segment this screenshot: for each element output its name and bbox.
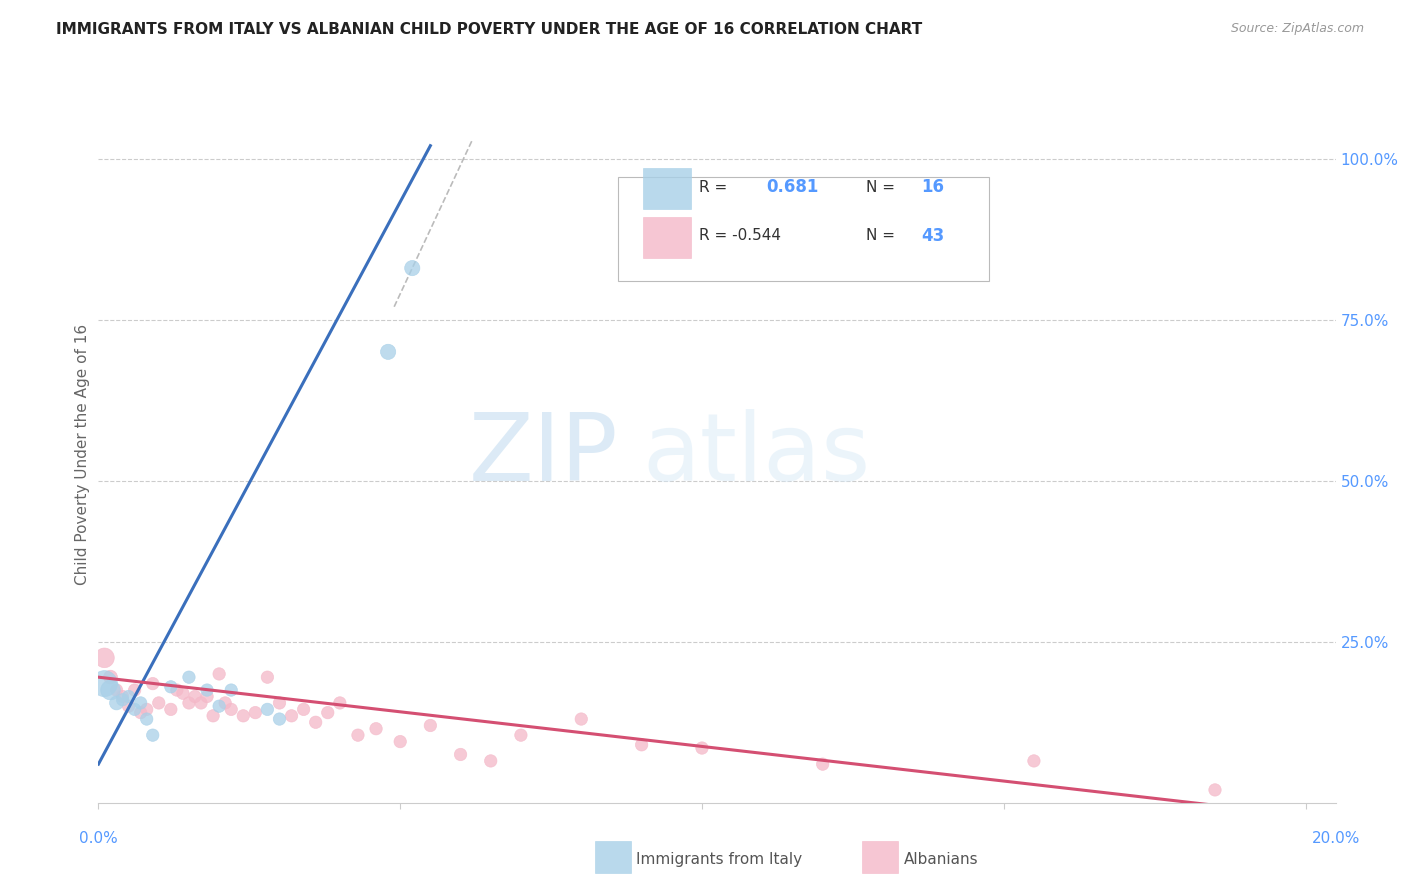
Point — [292, 702, 315, 716]
Point — [450, 747, 472, 762]
Point — [219, 702, 242, 716]
Point — [269, 696, 291, 710]
Point — [419, 718, 441, 732]
Point — [280, 708, 302, 723]
Point — [269, 712, 291, 726]
Text: R =: R = — [699, 179, 727, 194]
Text: N =: N = — [866, 179, 894, 194]
Point — [148, 696, 170, 710]
Text: Albanians: Albanians — [904, 853, 979, 867]
Point — [690, 741, 713, 756]
Point — [214, 696, 236, 710]
Point — [135, 712, 157, 726]
Point — [305, 715, 328, 730]
Point — [111, 690, 134, 704]
Point — [245, 706, 267, 720]
Point — [195, 683, 218, 698]
Point — [1204, 783, 1226, 797]
Point — [177, 696, 200, 710]
Point — [479, 754, 502, 768]
Point — [160, 680, 183, 694]
Point — [160, 702, 183, 716]
FancyBboxPatch shape — [643, 217, 692, 258]
Point — [1022, 754, 1045, 768]
Point — [202, 708, 225, 723]
Point — [166, 683, 188, 698]
Point — [124, 683, 146, 698]
Point — [195, 690, 218, 704]
Point — [111, 692, 134, 706]
Point — [172, 686, 194, 700]
Point — [105, 683, 128, 698]
Point — [142, 676, 165, 690]
Point — [129, 706, 152, 720]
Point — [93, 676, 115, 690]
Text: 0.681: 0.681 — [766, 178, 818, 196]
Point — [105, 696, 128, 710]
Point — [401, 261, 423, 276]
Point — [177, 670, 200, 684]
Point — [208, 699, 231, 714]
Point — [142, 728, 165, 742]
Point — [93, 651, 115, 665]
Point — [129, 696, 152, 710]
Point — [232, 708, 254, 723]
FancyBboxPatch shape — [619, 177, 990, 281]
Text: ZIP: ZIP — [468, 409, 619, 501]
Text: Immigrants from Italy: Immigrants from Italy — [636, 853, 801, 867]
Point — [329, 696, 352, 710]
Point — [509, 728, 531, 742]
Point — [347, 728, 370, 742]
FancyBboxPatch shape — [643, 169, 692, 210]
Point — [190, 696, 212, 710]
Point — [124, 702, 146, 716]
Text: N =: N = — [866, 228, 894, 244]
Text: 16: 16 — [921, 178, 945, 196]
Point — [184, 690, 207, 704]
Point — [364, 722, 387, 736]
Point — [630, 738, 652, 752]
Point — [117, 690, 139, 704]
Point — [117, 699, 139, 714]
Point — [389, 734, 412, 748]
Text: atlas: atlas — [643, 409, 872, 501]
Text: IMMIGRANTS FROM ITALY VS ALBANIAN CHILD POVERTY UNDER THE AGE OF 16 CORRELATION : IMMIGRANTS FROM ITALY VS ALBANIAN CHILD … — [56, 22, 922, 37]
Point — [811, 757, 834, 772]
Point — [256, 702, 278, 716]
Point — [569, 712, 592, 726]
Point — [316, 706, 339, 720]
Text: 0.0%: 0.0% — [79, 831, 118, 847]
Text: 20.0%: 20.0% — [1312, 831, 1360, 847]
Text: 43: 43 — [921, 227, 945, 244]
Point — [208, 667, 231, 681]
Text: R = -0.544: R = -0.544 — [699, 228, 780, 244]
Point — [219, 683, 242, 698]
Y-axis label: Child Poverty Under the Age of 16: Child Poverty Under the Age of 16 — [75, 325, 90, 585]
Point — [135, 702, 157, 716]
Point — [100, 670, 122, 684]
Text: Source: ZipAtlas.com: Source: ZipAtlas.com — [1230, 22, 1364, 36]
Point — [100, 683, 122, 698]
Point — [256, 670, 278, 684]
Point — [377, 344, 399, 359]
